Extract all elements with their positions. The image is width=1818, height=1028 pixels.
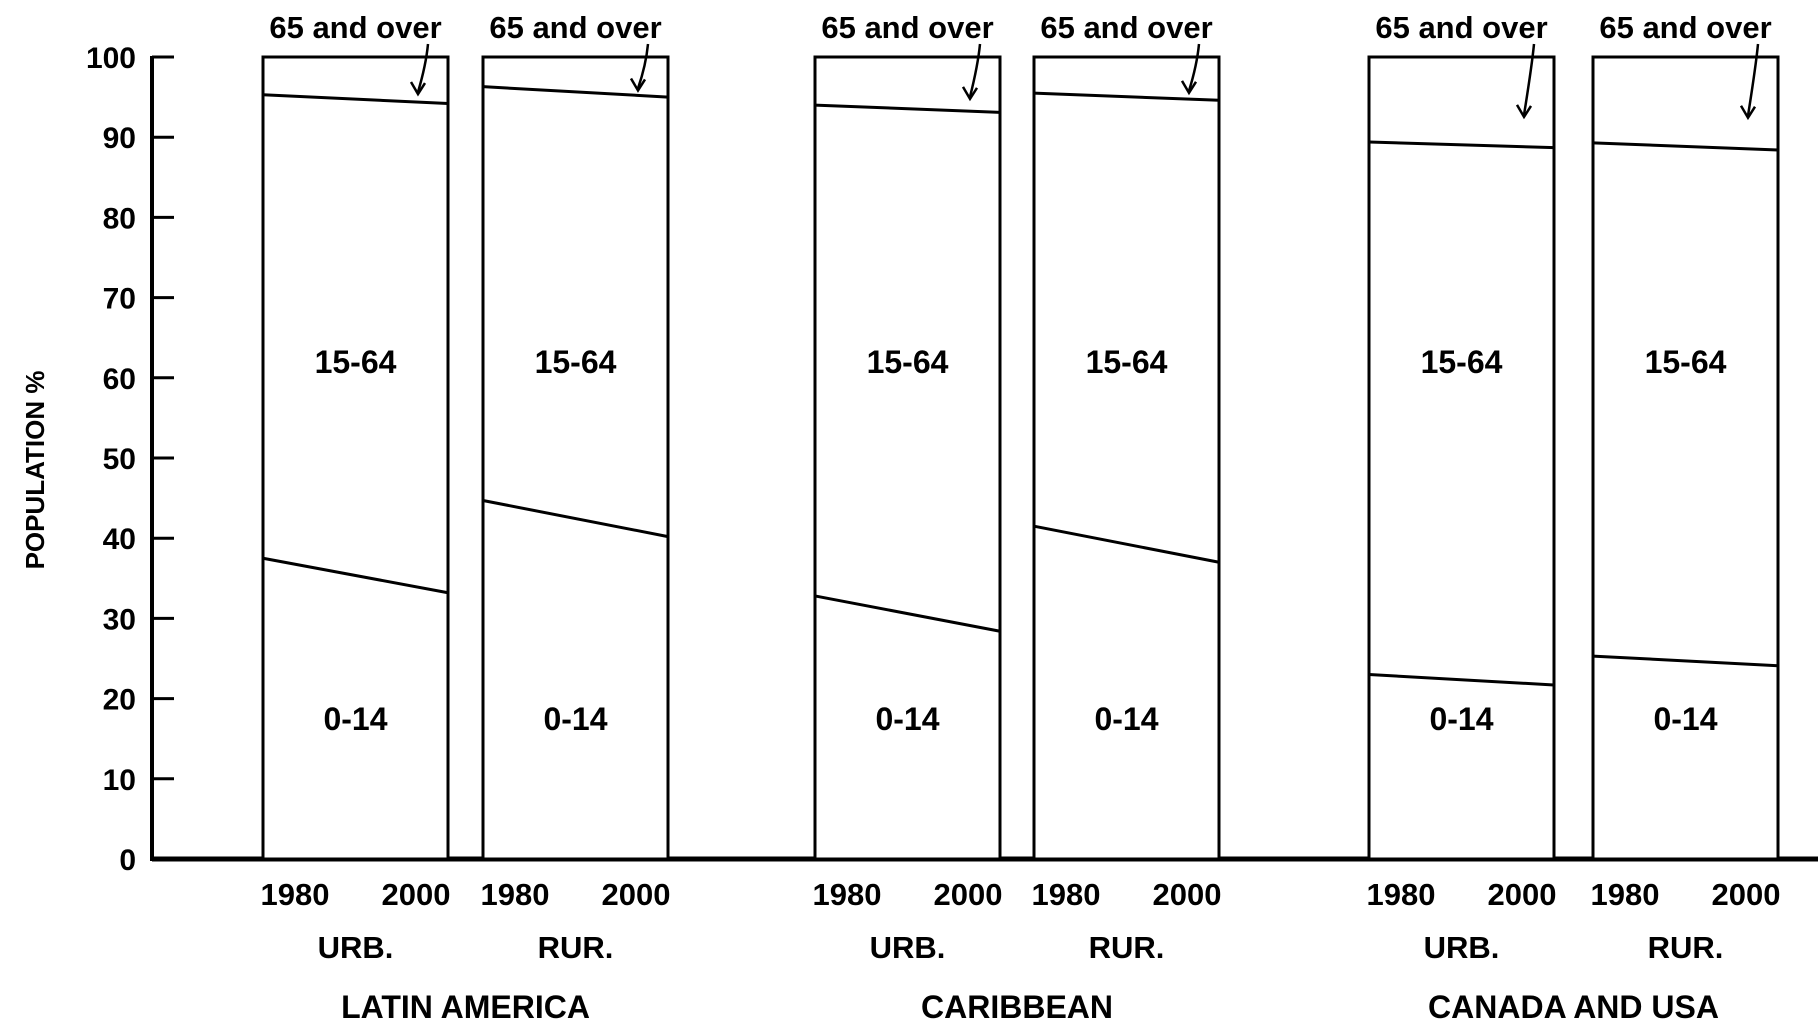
- arrow-65-and-over: [1746, 43, 1760, 116]
- panel-frame: [813, 55, 1002, 861]
- y-tick-label: 100: [86, 42, 136, 75]
- band-label-0-14: 0-14: [1653, 701, 1717, 737]
- boundary-line-15-64: [262, 93, 449, 106]
- y-tick-label: 50: [103, 443, 136, 476]
- panel-label: URB.: [318, 930, 394, 965]
- y-tick-label: 90: [103, 122, 136, 155]
- panel-label: RUR.: [538, 930, 614, 965]
- panel-frame: [261, 55, 450, 861]
- panel-frame: [1367, 55, 1556, 861]
- band-label-15-64: 15-64: [535, 344, 617, 380]
- x-label-1980: 1980: [813, 877, 882, 912]
- panel-label: RUR.: [1089, 930, 1165, 965]
- arrow-65-and-over: [1187, 43, 1201, 92]
- band-label-15-64: 15-64: [1086, 344, 1168, 380]
- x-label-2000: 2000: [382, 877, 451, 912]
- band-label-0-14: 0-14: [543, 701, 607, 737]
- band-label-65-and-over: 65 and over: [1040, 10, 1212, 45]
- band-label-0-14: 0-14: [323, 701, 387, 737]
- x-label-1980: 1980: [481, 877, 550, 912]
- panel-frame: [481, 55, 670, 861]
- band-label-0-14: 0-14: [1429, 701, 1493, 737]
- band-label-65-and-over: 65 and over: [269, 10, 441, 45]
- band-label-0-14: 0-14: [1094, 701, 1158, 737]
- panel-label: RUR.: [1648, 930, 1724, 965]
- band-label-65-and-over: 65 and over: [1599, 10, 1771, 45]
- group-label: CANADA AND USA: [1428, 989, 1719, 1025]
- boundary-line-15-64: [482, 85, 669, 99]
- y-tick-label: 10: [103, 764, 136, 797]
- panels: 15-64 0-14 65 and over 15-64 0-14 65 and over…: [261, 10, 1780, 861]
- y-tick-label: 30: [103, 603, 136, 636]
- arrow-head: [629, 77, 647, 93]
- arrow-65-and-over: [968, 43, 982, 98]
- x-label-1980: 1980: [261, 877, 330, 912]
- boundary-line-15-64: [814, 103, 1001, 114]
- arrow-head: [1739, 105, 1757, 121]
- band-label-15-64: 15-64: [1645, 344, 1727, 380]
- boundary-line-15-64: [1592, 141, 1779, 152]
- x-label-2000: 2000: [602, 877, 671, 912]
- boundary-line-0-14: [1592, 654, 1779, 668]
- panel-frame: [1032, 55, 1221, 861]
- arrow-head: [1515, 104, 1533, 120]
- x-label-1980: 1980: [1591, 877, 1660, 912]
- arrow-head: [961, 86, 979, 102]
- y-tick-label: 20: [103, 684, 136, 717]
- boundary-line-0-14: [262, 556, 449, 595]
- boundary-line-0-14: [814, 594, 1001, 633]
- band-label-0-14: 0-14: [875, 701, 939, 737]
- x-label-2000: 2000: [1153, 877, 1222, 912]
- group-label: CARIBBEAN: [921, 989, 1113, 1025]
- band-label-65-and-over: 65 and over: [1375, 10, 1547, 45]
- band-label-65-and-over: 65 and over: [489, 10, 661, 45]
- arrow-head: [1180, 80, 1198, 96]
- x-label-1980: 1980: [1032, 877, 1101, 912]
- boundary-line-15-64: [1033, 91, 1220, 102]
- x-label-2000: 2000: [1488, 877, 1557, 912]
- arrow-65-and-over: [636, 43, 650, 89]
- band-label-15-64: 15-64: [315, 344, 397, 380]
- boundary-line-0-14: [1033, 524, 1220, 564]
- panel-label: URB.: [1424, 930, 1500, 965]
- y-tick-label: 70: [103, 283, 136, 316]
- y-tick-label: 0: [119, 844, 136, 877]
- panel-frame: [1591, 55, 1780, 861]
- y-tick-label: 40: [103, 523, 136, 556]
- band-label-15-64: 15-64: [1421, 344, 1503, 380]
- panel-label: URB.: [870, 930, 946, 965]
- arrow-head: [409, 81, 427, 97]
- band-label-65-and-over: 65 and over: [821, 10, 993, 45]
- y-tick-label: 60: [103, 363, 136, 396]
- boundary-line-0-14: [1368, 673, 1555, 687]
- band-label-15-64: 15-64: [867, 344, 949, 380]
- boundary-line-0-14: [482, 499, 669, 539]
- x-axis-labels: 1980 2000 URB. 1980 2000 RUR. LATIN AMERICA 198…: [261, 877, 1781, 1025]
- arrow-65-and-over: [416, 43, 430, 93]
- x-label-2000: 2000: [934, 877, 1003, 912]
- x-label-2000: 2000: [1712, 877, 1781, 912]
- group-label: LATIN AMERICA: [341, 989, 590, 1025]
- x-label-1980: 1980: [1367, 877, 1436, 912]
- boundary-line-15-64: [1368, 140, 1555, 150]
- y-tick-label: 80: [103, 202, 136, 235]
- y-axis-title: POPULATION %: [20, 371, 50, 570]
- arrow-65-and-over: [1522, 43, 1536, 116]
